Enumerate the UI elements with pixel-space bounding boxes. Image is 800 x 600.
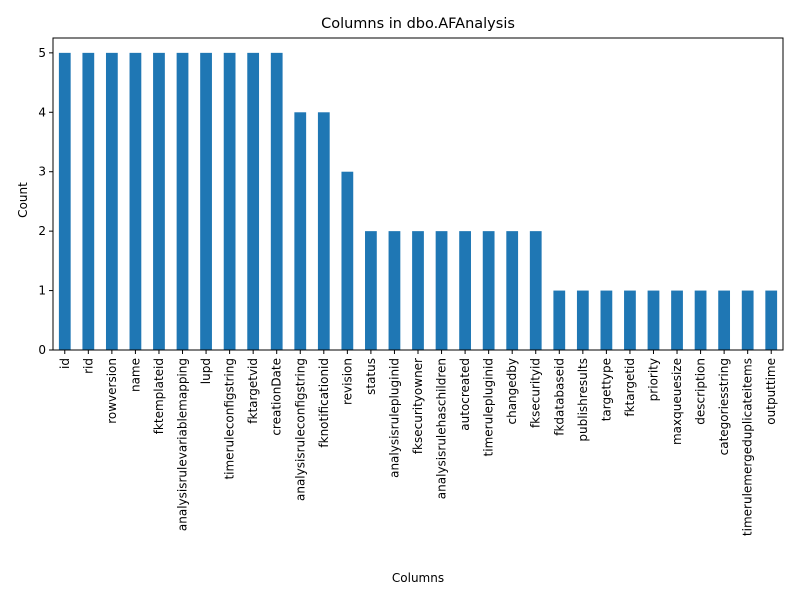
bar-timeruleconfigstring [223, 52, 236, 351]
x-tick-label: autocreated [458, 358, 472, 431]
plot-frame [52, 37, 784, 351]
bar-timerulepluginid [482, 231, 495, 350]
bar-analysisrulepluginid [388, 231, 401, 350]
y-tick-label: 0 [38, 343, 46, 357]
bar-name [129, 52, 142, 351]
bar-lupd [200, 52, 212, 351]
bar-publishresults [576, 290, 589, 350]
chart-title: Columns in dbo.AFAnalysis [321, 16, 515, 32]
bar-revision [341, 171, 354, 350]
x-tick-label: fkdatabaseid [552, 358, 566, 436]
x-tick-label: targettype [599, 358, 613, 421]
x-tick-label: fksecurityid [529, 358, 543, 428]
bar-priority [647, 290, 660, 350]
x-tick-label: status [364, 358, 378, 395]
y-tick-label: 2 [38, 224, 46, 238]
x-tick-label: outputtime [764, 358, 778, 425]
x-tick-label: name [128, 358, 142, 392]
x-axis: id rid rowversion name fktemplateid analysisr… [58, 350, 778, 536]
x-tick-label: fknotificationid [317, 358, 331, 448]
x-tick-label: timerulemergeduplicateitems [741, 358, 755, 536]
bar-fknotificationid [317, 112, 330, 350]
x-tick-label: publishresults [576, 358, 590, 442]
bar-rid [82, 52, 95, 351]
x-tick-label: fktemplateid [152, 358, 166, 434]
bar-fktemplateid [153, 52, 165, 351]
bar-fkdatabaseid [553, 290, 566, 350]
bar-id [58, 52, 71, 351]
y-axis: 0 1 2 3 4 5 [38, 46, 53, 357]
x-tick-label: description [694, 358, 708, 425]
bar-timerulemergeduplicateitems [741, 290, 754, 350]
x-tick-label: maxqueuesize [670, 358, 684, 445]
x-tick-label: priority [646, 358, 660, 401]
x-tick-label: changedby [505, 358, 519, 425]
x-tick-label: rowversion [105, 358, 119, 424]
x-axis-label: Columns [392, 571, 444, 585]
bar-analysisrulevariablemapping [176, 52, 189, 351]
y-tick-label: 3 [38, 165, 46, 179]
x-tick-label: creationDate [270, 358, 284, 436]
x-tick-label: fktargetid [623, 358, 637, 417]
x-tick-label: timerulepluginid [482, 358, 496, 456]
y-axis-label: Count [16, 182, 30, 218]
x-tick-label: timeruleconfigstring [223, 358, 237, 480]
bar-description [694, 290, 707, 350]
y-tick-label: 1 [38, 284, 46, 298]
bar-fktargetid [624, 290, 636, 350]
x-tick-label: lupd [199, 358, 213, 384]
bar-targettype [600, 290, 613, 350]
bar-analysisruleconfigstring [294, 112, 307, 350]
x-tick-label: categoriesstring [717, 358, 731, 455]
bar-changedby [506, 231, 519, 350]
x-tick-label: analysisruleconfigstring [293, 358, 307, 501]
bar-fksecurityid [529, 231, 542, 350]
y-tick-label: 5 [38, 46, 46, 60]
bar-fksecurityowner [412, 231, 424, 350]
bar-analysisrulehaschildren [435, 231, 448, 350]
x-tick-label: rid [81, 358, 95, 374]
bar-autocreated [459, 231, 471, 350]
bar-rowversion [105, 52, 118, 351]
bar-outputtime [765, 290, 778, 350]
x-tick-label: analysisrulehaschildren [435, 358, 449, 499]
bar-maxqueuesize [671, 290, 683, 350]
bar-categoriesstring [718, 290, 731, 350]
y-tick-label: 4 [38, 105, 46, 119]
x-tick-label: id [58, 358, 72, 369]
bar-creationDate [270, 52, 283, 351]
bar-status [365, 231, 377, 350]
x-tick-label: fksecurityowner [411, 358, 425, 454]
x-tick-label: fktargetvid [246, 358, 260, 424]
bars-group [58, 52, 778, 351]
x-tick-label: analysisrulepluginid [387, 358, 401, 478]
x-tick-label: revision [340, 358, 354, 405]
x-tick-label: analysisrulevariablemapping [176, 358, 190, 531]
bar-fktargetvid [247, 52, 260, 351]
